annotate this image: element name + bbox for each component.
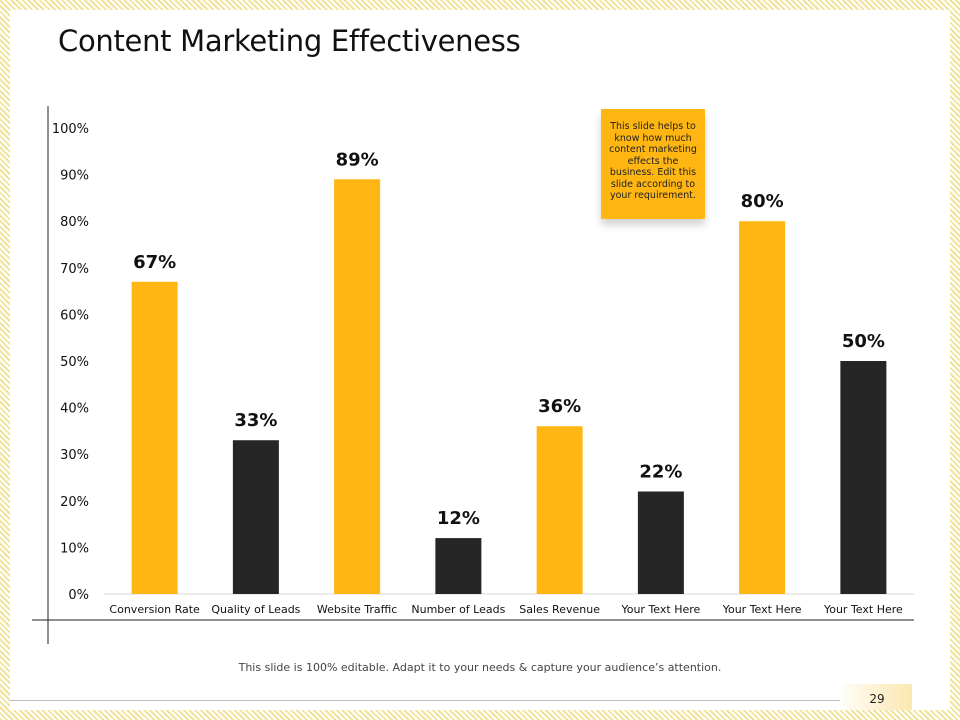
bar-chart: 0% 10% 20% 30% 40% 50% 60% 70% 80% 90% 100% 67% Conv… bbox=[32, 106, 914, 644]
info-note: This slide helps to know how much conten… bbox=[601, 109, 705, 219]
y-tick-label: 30% bbox=[60, 448, 89, 463]
page-number: 29 bbox=[842, 684, 912, 710]
y-tick-label: 70% bbox=[60, 262, 89, 277]
bottom-divider bbox=[10, 700, 840, 701]
bar bbox=[334, 179, 381, 594]
x-category-label: Sales Revenue bbox=[519, 603, 600, 616]
x-category-label: Conversion Rate bbox=[109, 603, 200, 616]
data-label: 36% bbox=[538, 396, 581, 417]
bar bbox=[536, 426, 583, 594]
data-label: 89% bbox=[336, 149, 379, 170]
bar bbox=[840, 361, 887, 594]
y-tick-label: 20% bbox=[60, 495, 89, 510]
data-label: 22% bbox=[639, 461, 682, 482]
bar bbox=[131, 281, 178, 594]
x-category-label: Your Text Here bbox=[722, 603, 802, 616]
bar bbox=[637, 491, 684, 594]
x-category-label: Quality of Leads bbox=[211, 603, 300, 616]
data-label: 12% bbox=[437, 508, 480, 529]
data-label: 33% bbox=[234, 410, 277, 431]
bar bbox=[739, 221, 786, 594]
x-category-label: Website Traffic bbox=[317, 603, 397, 616]
x-category-label: Your Text Here bbox=[823, 603, 903, 616]
x-category-label: Your Text Here bbox=[620, 603, 700, 616]
x-category-label: Number of Leads bbox=[411, 603, 505, 616]
slide: Content Marketing Effectiveness 0% 10% 20%… bbox=[10, 10, 950, 710]
y-tick-label: 100% bbox=[52, 122, 89, 137]
footer-text: This slide is 100% editable. Adapt it to… bbox=[238, 661, 722, 674]
y-tick-label: 80% bbox=[60, 215, 89, 230]
y-tick-label: 0% bbox=[68, 588, 89, 603]
y-tick-label: 50% bbox=[60, 355, 89, 370]
bar bbox=[232, 440, 279, 594]
data-label: 80% bbox=[741, 191, 784, 212]
y-tick-label: 40% bbox=[60, 402, 89, 417]
bar bbox=[435, 538, 482, 594]
data-label: 50% bbox=[842, 331, 885, 352]
y-tick-label: 90% bbox=[60, 169, 89, 184]
y-tick-label: 10% bbox=[60, 541, 89, 556]
y-tick-label: 60% bbox=[60, 308, 89, 323]
slide-title: Content Marketing Effectiveness bbox=[58, 24, 521, 58]
data-label: 67% bbox=[133, 252, 176, 273]
